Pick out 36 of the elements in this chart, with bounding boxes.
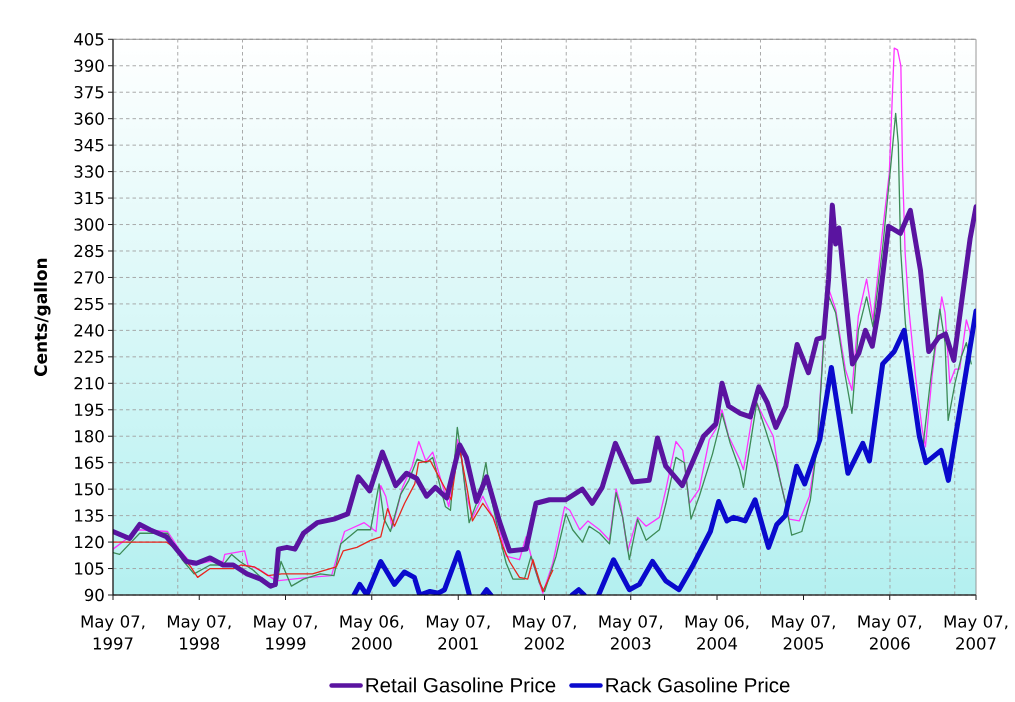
y-tick-label: 330 bbox=[74, 165, 104, 178]
x-tick-label: May 07, 2005 bbox=[772, 615, 835, 650]
y-tick-label: 300 bbox=[74, 218, 104, 231]
x-tick-label: May 07, 2001 bbox=[426, 615, 490, 650]
legend-label: Rack Gasoline Price bbox=[606, 677, 790, 693]
y-tick-label: 375 bbox=[74, 85, 104, 99]
y-tick-label: 180 bbox=[75, 429, 104, 443]
legend-label: Retail Gasoline Price bbox=[366, 677, 556, 693]
y-tick-label: 315 bbox=[74, 191, 104, 205]
y-tick-label: 135 bbox=[75, 509, 104, 522]
y-tick-label: 225 bbox=[74, 350, 104, 364]
y-axis-title: Cents/gallon bbox=[33, 258, 51, 377]
y-tick-label: 405 bbox=[74, 33, 104, 46]
x-tick-label: May 06, 2004 bbox=[685, 615, 749, 650]
x-tick-label: May 07, 1997 bbox=[81, 615, 145, 650]
x-tick-label: May 07, 2003 bbox=[599, 615, 663, 650]
y-tick-label: 105 bbox=[75, 562, 104, 575]
x-tick-label: May 07, 2006 bbox=[858, 615, 922, 650]
y-tick-label: 360 bbox=[74, 112, 104, 125]
y-tick-label: 255 bbox=[74, 297, 104, 311]
x-tick-label: May 07, 1999 bbox=[254, 615, 317, 650]
x-tick-label: May 07, 2007 bbox=[944, 615, 1008, 650]
y-tick-label: 270 bbox=[74, 271, 104, 284]
x-tick-label: May 07, 1998 bbox=[167, 615, 231, 650]
y-tick-label: 90 bbox=[84, 588, 104, 602]
y-tick-label: 165 bbox=[75, 456, 104, 469]
y-tick-label: 210 bbox=[74, 377, 104, 390]
y-tick-label: 150 bbox=[75, 482, 104, 496]
x-tick-label: May 07, 2002 bbox=[513, 615, 576, 650]
y-tick-label: 120 bbox=[75, 535, 104, 549]
y-tick-label: 285 bbox=[74, 244, 104, 258]
y-tick-label: 390 bbox=[74, 59, 104, 72]
y-tick-label: 195 bbox=[75, 403, 104, 417]
y-tick-label: 345 bbox=[74, 138, 104, 152]
y-tick-label: 240 bbox=[74, 324, 104, 337]
x-tick-label: May 06, 2000 bbox=[340, 615, 404, 650]
